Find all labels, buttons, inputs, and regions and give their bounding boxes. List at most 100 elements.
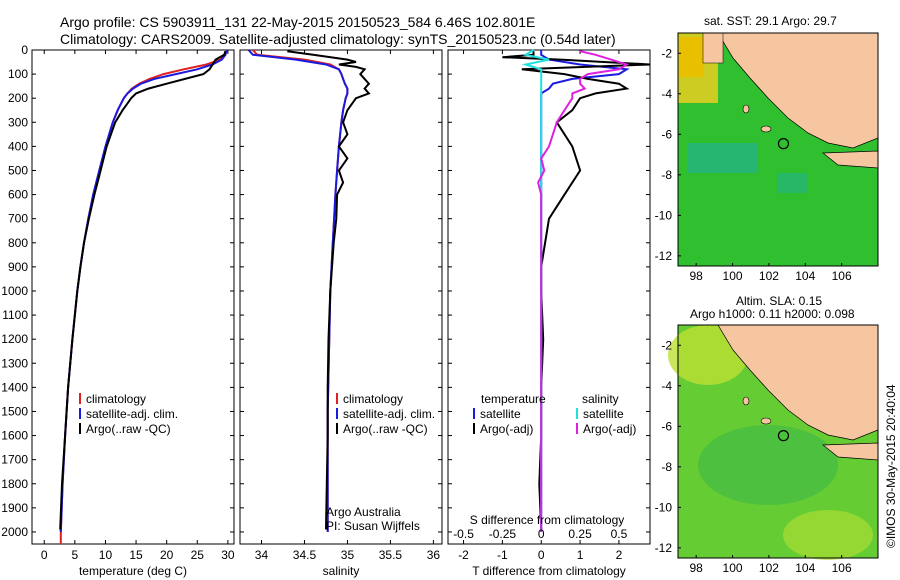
sst-map-title: sat. SST: 29.1 Argo: 29.7 [704, 14, 837, 28]
panel-salinity: 34 34.5 35 35.5 36 salinity climatologysatelli… [239, 49, 443, 578]
panel-difference: -2 -1 0 1 2 T difference from climatology temp… [447, 49, 651, 578]
xtick-label-temperature: 25 [191, 548, 205, 562]
series-temperature-2 [59, 50, 227, 530]
legend-label-t: temperature [481, 392, 546, 406]
legend-label-salinity: satellite-adj. clim. [343, 407, 435, 421]
legend-label-s: salinity [582, 392, 619, 406]
map-ytick-label: -6 [661, 419, 672, 433]
xtick-label-temperature: 5 [72, 548, 79, 562]
map-sst: 98 100 102 104 106 -2 -4 -6 -8 -10 -12 [655, 32, 879, 283]
ytick-label: 1000 [1, 284, 28, 298]
xtick-label-salinity: 34 [255, 548, 269, 562]
legend-label-temperature: climatology [86, 392, 146, 406]
ytick-label: 700 [8, 212, 28, 226]
ytick-label: 500 [8, 163, 28, 177]
series-salinity-2 [287, 50, 371, 530]
map-xtick-label: 98 [690, 269, 704, 283]
xtick-label-salinity: 35.5 [379, 548, 403, 562]
annotation-salinity: PI: Susan Wijffels [326, 519, 420, 533]
xtick-label-salinity: 34.5 [293, 548, 317, 562]
land-fragment [702, 32, 724, 64]
xtick-label-difference: 0 [538, 548, 545, 562]
ytick-label: 1300 [1, 356, 28, 370]
map-frame-sst [677, 32, 879, 267]
ytick-label: 600 [8, 188, 28, 202]
xtick2-label-difference: -0.25 [489, 527, 517, 541]
map-ytick-label: -6 [661, 127, 672, 141]
xtick-label-temperature: 10 [99, 548, 113, 562]
ytick-label: 800 [8, 236, 28, 250]
xlabel-difference: T difference from climatology [472, 564, 626, 578]
ytick-label: 1400 [1, 380, 28, 394]
map-ytick-label: -12 [655, 249, 673, 263]
xtick-label-temperature: 20 [160, 548, 174, 562]
map-xtick-label: 106 [832, 561, 852, 575]
ytick-label: 1900 [1, 501, 28, 515]
ytick-label: 1200 [1, 332, 28, 346]
legend-label-temperature: Argo(..raw -QC) [86, 422, 171, 436]
map-ytick-label: -2 [661, 338, 672, 352]
sla-map-title1: Altim. SLA: 0.15 [736, 294, 823, 308]
legend-label-salinity: Argo(..raw -QC) [343, 422, 428, 436]
legend-label-s: satellite [583, 407, 624, 421]
warm-patch [680, 37, 704, 77]
xtick-label-temperature: 0 [41, 548, 48, 562]
ytick-label: 1700 [1, 453, 28, 467]
island [760, 417, 772, 425]
cool-patch [778, 173, 808, 193]
map-ytick-label: -12 [655, 541, 673, 555]
xlabel2-difference: S difference from climatology [470, 513, 625, 527]
legend-label-temperature: satellite-adj. clim. [86, 407, 178, 421]
legend-label-salinity: climatology [343, 392, 403, 406]
island [760, 125, 772, 133]
map-xtick-label: 104 [795, 269, 815, 283]
map-sla: 98 100 102 104 106 -2 -4 -6 -8 -10 -12 [655, 324, 879, 575]
series-salinity-1 [247, 49, 349, 532]
map-ytick-label: -8 [661, 168, 672, 182]
map-xtick-label: 98 [690, 561, 704, 575]
xtick-label-difference: -1 [497, 548, 508, 562]
series-difference-1 [502, 51, 651, 530]
ytick-label: 200 [8, 91, 28, 105]
xtick2-label-difference: -0.5 [453, 527, 474, 541]
ytick-label: 1100 [2, 308, 28, 322]
xtick-label-difference: 2 [616, 548, 623, 562]
copyright-footer: ©IMOS 30-May-2015 20:40:04 [884, 384, 898, 548]
xtick-label-salinity: 35 [341, 548, 355, 562]
panel-temperature: 0 5 10 15 20 25 30 temperature (deg C) 0 100 200 30… [1, 43, 235, 578]
annotation-salinity: Argo Australia [326, 505, 401, 519]
map-xtick-label: 102 [759, 561, 779, 575]
map-ytick-label: -8 [661, 460, 672, 474]
argo-marker [777, 430, 790, 442]
xtick2-label-difference: 0.5 [611, 527, 628, 541]
ytick-label: 100 [8, 67, 28, 81]
ytick-label: 1600 [1, 429, 28, 443]
map-xtick-label: 102 [759, 269, 779, 283]
legend-label-s: Argo(-adj) [583, 422, 636, 436]
ytick-label: 0 [21, 43, 28, 57]
argo-marker [777, 138, 790, 150]
xtick-label-salinity: 36 [427, 548, 441, 562]
map-frame-sla [677, 324, 879, 559]
ytick-label: 1500 [1, 404, 28, 418]
map-ytick-label: -4 [661, 87, 672, 101]
map-ytick-label: -10 [655, 208, 673, 222]
island [742, 104, 750, 114]
xtick-label-temperature: 15 [129, 548, 143, 562]
ytick-label: 300 [8, 115, 28, 129]
xlabel-temperature: temperature (deg C) [79, 564, 187, 578]
header-line1: Argo profile: CS 5903911_131 22-May-2015… [60, 14, 536, 30]
sla-map-title2: Argo h1000: 0.11 h2000: 0.098 [690, 307, 855, 321]
xtick-label-difference: -2 [458, 548, 469, 562]
frame-difference [447, 49, 651, 545]
ytick-label: 400 [8, 139, 28, 153]
xtick2-label-difference: 0.25 [568, 527, 592, 541]
xtick2-label-difference: 0 [538, 527, 545, 541]
ytick-label: 2000 [1, 525, 28, 539]
frame-temperature [31, 49, 235, 545]
map-xtick-label: 104 [795, 561, 815, 575]
xtick-label-temperature: 30 [221, 548, 235, 562]
ytick-label: 1800 [1, 477, 28, 491]
xlabel-salinity: salinity [323, 564, 360, 578]
